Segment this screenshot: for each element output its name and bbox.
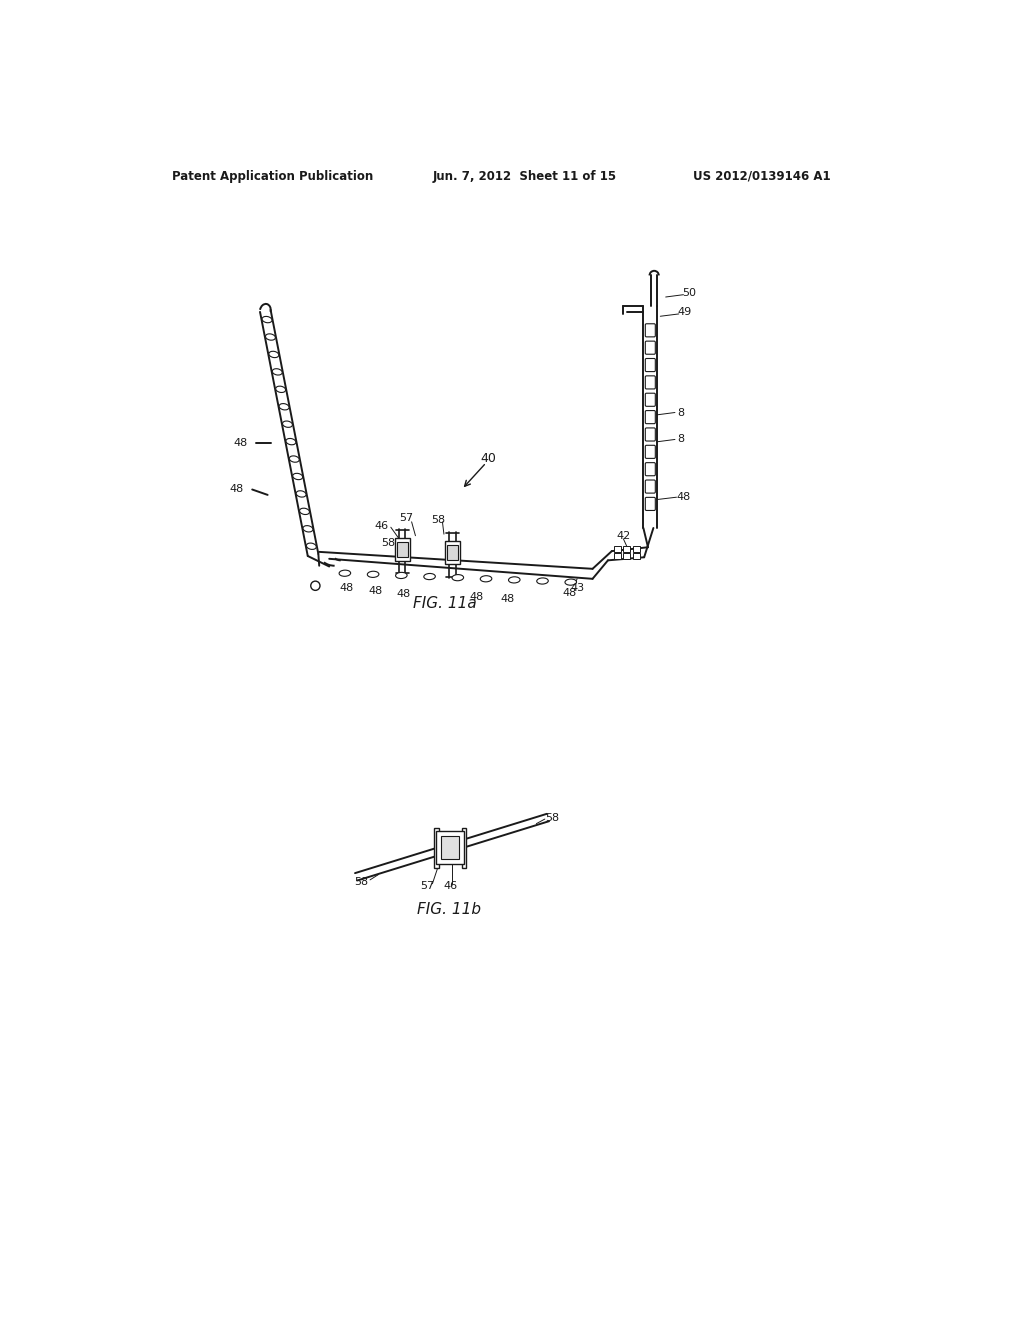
Text: 48: 48 bbox=[369, 586, 383, 597]
FancyBboxPatch shape bbox=[434, 828, 438, 867]
Ellipse shape bbox=[283, 421, 293, 428]
Ellipse shape bbox=[368, 572, 379, 577]
Text: 8: 8 bbox=[678, 408, 685, 417]
Text: FIG. 11a: FIG. 11a bbox=[413, 595, 476, 611]
Ellipse shape bbox=[565, 579, 577, 585]
Text: 48: 48 bbox=[229, 484, 244, 495]
Text: 57: 57 bbox=[399, 513, 414, 523]
Ellipse shape bbox=[480, 576, 492, 582]
FancyBboxPatch shape bbox=[633, 546, 640, 552]
Text: Jun. 7, 2012  Sheet 11 of 15: Jun. 7, 2012 Sheet 11 of 15 bbox=[433, 169, 616, 182]
Text: 40: 40 bbox=[480, 453, 497, 465]
Text: 58: 58 bbox=[382, 539, 395, 548]
FancyBboxPatch shape bbox=[645, 393, 655, 407]
FancyBboxPatch shape bbox=[394, 539, 410, 561]
FancyBboxPatch shape bbox=[645, 359, 655, 372]
Ellipse shape bbox=[272, 368, 283, 375]
Ellipse shape bbox=[339, 570, 350, 577]
Text: 50: 50 bbox=[682, 288, 696, 298]
Text: 46: 46 bbox=[443, 880, 457, 891]
Text: 43: 43 bbox=[570, 583, 585, 593]
Ellipse shape bbox=[424, 573, 435, 579]
Text: 42: 42 bbox=[616, 531, 631, 541]
Text: 48: 48 bbox=[676, 492, 690, 502]
Text: 48: 48 bbox=[396, 589, 411, 599]
Circle shape bbox=[310, 581, 319, 590]
Ellipse shape bbox=[452, 574, 464, 581]
FancyBboxPatch shape bbox=[397, 543, 408, 557]
Ellipse shape bbox=[262, 317, 272, 323]
Ellipse shape bbox=[265, 334, 275, 341]
FancyBboxPatch shape bbox=[645, 498, 655, 511]
FancyBboxPatch shape bbox=[645, 462, 655, 475]
FancyBboxPatch shape bbox=[614, 546, 621, 552]
FancyBboxPatch shape bbox=[645, 480, 655, 494]
FancyBboxPatch shape bbox=[645, 341, 655, 354]
Text: 58: 58 bbox=[431, 515, 445, 524]
FancyBboxPatch shape bbox=[624, 546, 631, 552]
Text: FIG. 11b: FIG. 11b bbox=[417, 902, 480, 916]
Text: 48: 48 bbox=[233, 438, 248, 449]
Ellipse shape bbox=[286, 438, 296, 445]
FancyBboxPatch shape bbox=[436, 830, 464, 865]
Ellipse shape bbox=[300, 508, 309, 515]
Text: 8: 8 bbox=[678, 434, 685, 445]
Ellipse shape bbox=[280, 404, 289, 411]
Text: 49: 49 bbox=[678, 308, 692, 317]
Text: 58: 58 bbox=[545, 813, 559, 822]
FancyBboxPatch shape bbox=[645, 376, 655, 389]
Ellipse shape bbox=[275, 387, 286, 392]
Text: 48: 48 bbox=[562, 589, 577, 598]
Text: 48: 48 bbox=[470, 593, 484, 602]
Ellipse shape bbox=[293, 474, 303, 479]
Ellipse shape bbox=[306, 543, 316, 549]
Ellipse shape bbox=[509, 577, 520, 583]
Text: US 2012/0139146 A1: US 2012/0139146 A1 bbox=[693, 169, 830, 182]
Ellipse shape bbox=[395, 573, 408, 578]
Text: 46: 46 bbox=[375, 520, 389, 531]
FancyBboxPatch shape bbox=[441, 836, 460, 859]
Text: 58: 58 bbox=[354, 878, 369, 887]
Text: Patent Application Publication: Patent Application Publication bbox=[172, 169, 374, 182]
FancyBboxPatch shape bbox=[614, 553, 621, 558]
FancyBboxPatch shape bbox=[444, 541, 460, 564]
FancyBboxPatch shape bbox=[645, 411, 655, 424]
FancyBboxPatch shape bbox=[462, 828, 466, 867]
Ellipse shape bbox=[296, 491, 306, 498]
FancyBboxPatch shape bbox=[624, 553, 631, 558]
FancyBboxPatch shape bbox=[633, 553, 640, 558]
FancyBboxPatch shape bbox=[447, 545, 458, 561]
FancyBboxPatch shape bbox=[645, 428, 655, 441]
Text: 57: 57 bbox=[420, 880, 434, 891]
Ellipse shape bbox=[269, 351, 279, 358]
FancyBboxPatch shape bbox=[645, 445, 655, 458]
FancyBboxPatch shape bbox=[645, 323, 655, 337]
Text: 48: 48 bbox=[501, 594, 515, 603]
Text: 48: 48 bbox=[339, 583, 353, 593]
Ellipse shape bbox=[303, 525, 313, 532]
Ellipse shape bbox=[290, 455, 299, 462]
Ellipse shape bbox=[537, 578, 548, 583]
